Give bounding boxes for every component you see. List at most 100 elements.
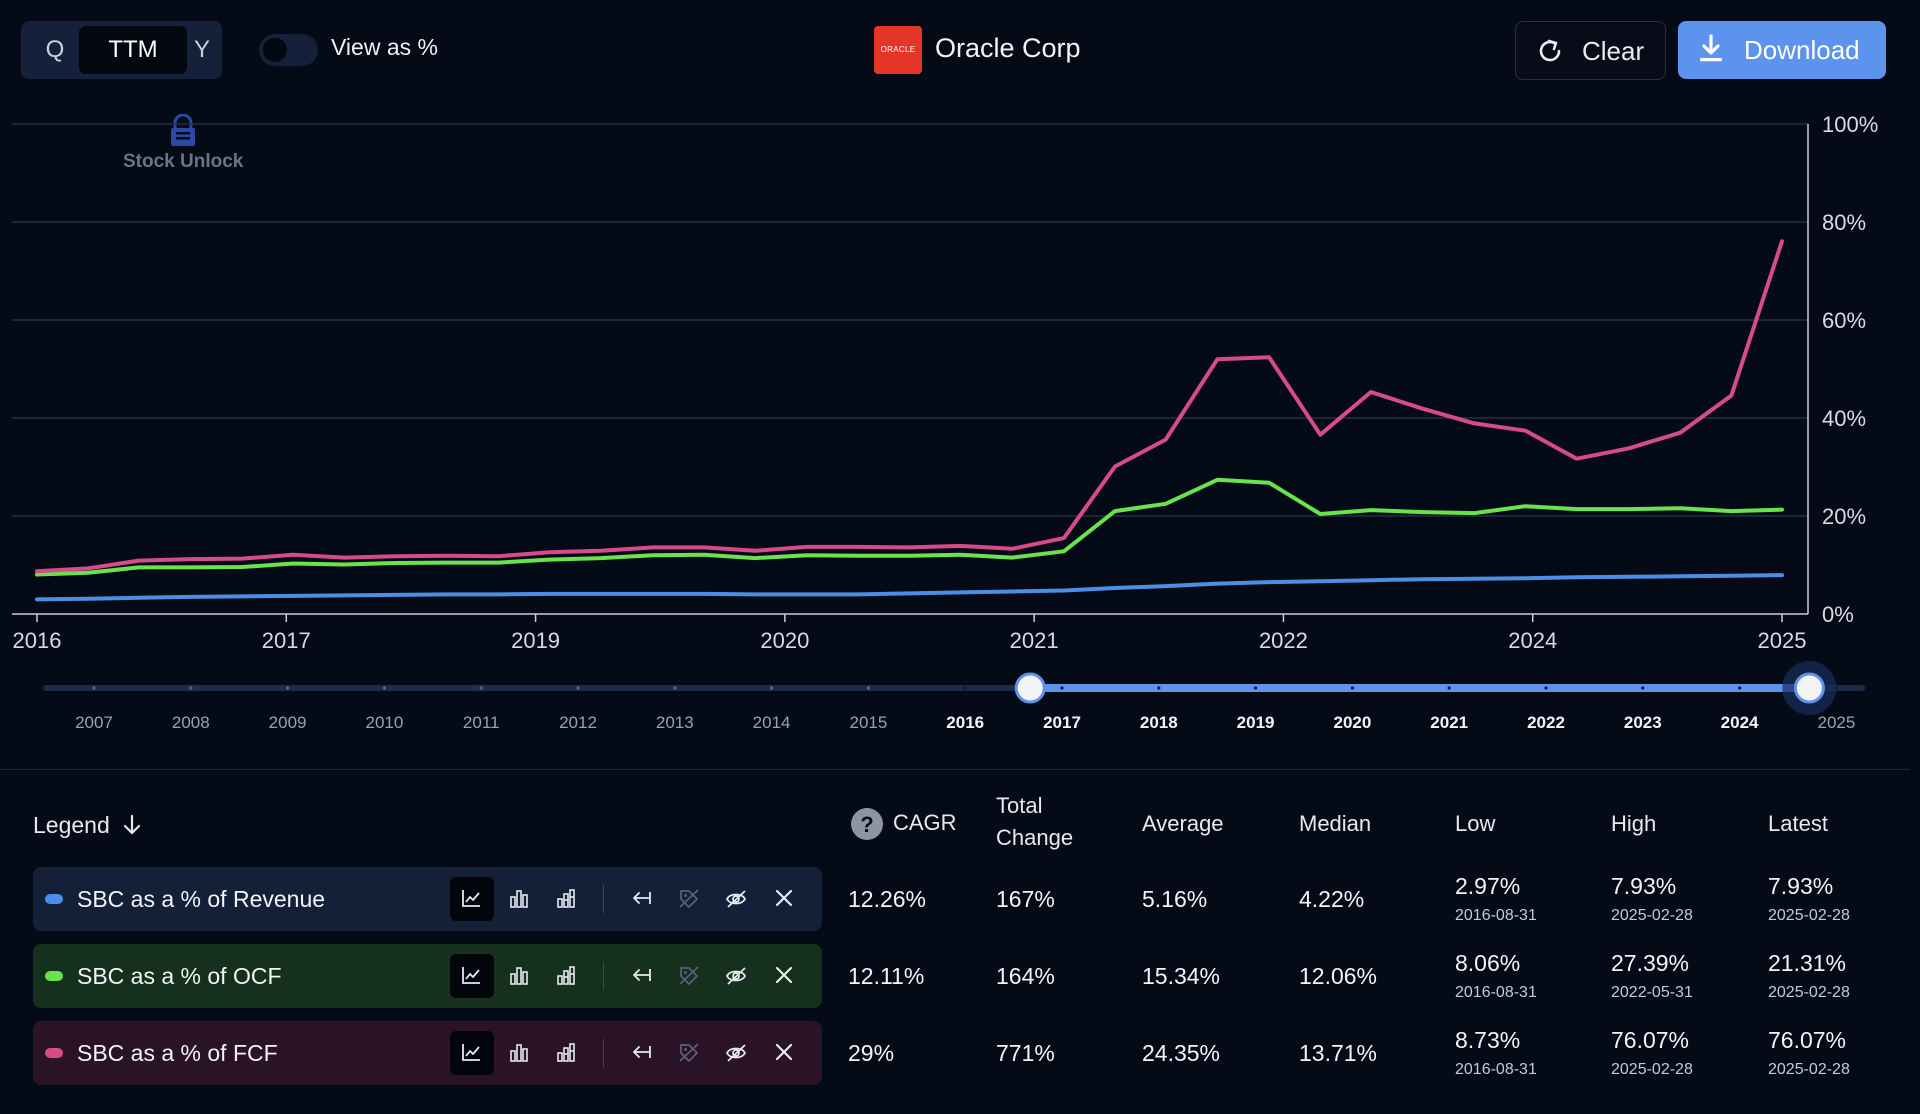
axis-left-button[interactable] [619,877,663,921]
line-chart-icon [462,1044,480,1061]
range-slider[interactable]: 2007 2008 2009 2010 2011 2012 2013 2014 2015 2016… [0,655,1920,735]
slider-tick [1738,686,1742,690]
legend-row[interactable]: SBC as a % of OCF [33,944,822,1008]
close-button[interactable] [763,877,807,921]
label-off-icon [679,889,699,908]
slider-tick [189,686,193,690]
series-name: SBC as a % of FCF [77,1040,278,1066]
x-tick-label: 2017 [262,628,311,653]
slider-year-label: 2023 [1624,713,1662,732]
slider-year-label: 2021 [1430,713,1468,732]
cell-low: 8.73% [1455,1027,1521,1053]
cell-low-date: 2016-08-31 [1455,907,1537,924]
cell-low: 2.97% [1455,873,1521,899]
col-header-high: High [1611,811,1657,836]
eye-off-icon [725,1044,747,1062]
line-chart-icon [462,890,480,907]
period-selector: Q TTM Y [21,21,222,79]
slider-tick [1350,686,1354,690]
cell-median: 12.06% [1299,963,1378,989]
stacked-bar-button[interactable] [545,1031,589,1075]
slider-year-label: 2019 [1237,713,1275,732]
col-header-cagr: CAGR [893,810,957,835]
stacked-bar-icon [557,889,575,908]
y-tick-label: 40% [1822,406,1866,431]
bar-chart-button[interactable] [497,954,541,998]
download-icon [1700,34,1722,62]
slider-year-label: 2007 [75,713,113,732]
slider-year-label: 2010 [365,713,403,732]
close-button[interactable] [763,1031,807,1075]
legend-row[interactable]: SBC as a % of FCF [33,1021,822,1085]
bar-chart-button[interactable] [497,1031,541,1075]
x-tick-label: 2019 [511,628,560,653]
eye-off-button[interactable] [715,877,759,921]
eye-off-button[interactable] [715,1031,759,1075]
bar-chart-icon [510,967,528,985]
close-icon [775,966,793,984]
slider-tick [382,686,386,690]
clear-button[interactable]: Clear [1515,21,1666,80]
slider-tick [770,686,774,690]
slider-tick [1254,686,1258,690]
cell-average: 24.35% [1142,1040,1221,1066]
col-header-latest: Latest [1768,811,1828,836]
cell-latest: 21.31% [1768,950,1847,976]
x-tick-label: 2022 [1259,628,1308,653]
series-line-sbc-as-a-of-revenue[interactable] [35,573,1784,602]
series-line-sbc-as-a-of-fcf[interactable] [35,239,1784,574]
slider-year-label: 2015 [849,713,887,732]
period-option-q[interactable]: Q [45,36,65,63]
cell-high-date: 2025-02-28 [1611,1061,1693,1078]
line-chart-button[interactable] [450,954,494,998]
close-icon [775,889,793,907]
x-tick-label: 2024 [1508,628,1557,653]
series-line-sbc-as-a-of-ocf[interactable] [35,477,1784,577]
company-logo: ORACLE [874,26,922,74]
cell-high-date: 2022-05-31 [1611,984,1693,1001]
slider-year-label: 2024 [1721,713,1759,732]
eye-off-button[interactable] [715,954,759,998]
cell-total-change: 164% [996,963,1055,989]
slider-year-label: 2020 [1333,713,1371,732]
line-chart-button[interactable] [450,1031,494,1075]
label-off-button[interactable] [667,954,711,998]
line-chart-button[interactable] [450,877,494,921]
help-icon[interactable]: ? [850,807,884,841]
cell-total-change: 167% [996,886,1055,912]
cell-median: 4.22% [1299,886,1365,912]
download-button[interactable]: Download [1678,21,1886,79]
axis-left-button[interactable] [619,1031,663,1075]
label-off-button[interactable] [667,877,711,921]
slider-tick [576,686,580,690]
cell-average: 15.34% [1142,963,1221,989]
col-header-total-change: Total Change [996,793,1074,850]
y-tick-label: 0% [1822,602,1854,627]
stacked-bar-button[interactable] [545,954,589,998]
close-button[interactable] [763,954,807,998]
cell-low: 8.06% [1455,950,1521,976]
label-off-button[interactable] [667,1031,711,1075]
slider-tick [866,686,871,690]
download-label: Download [1744,35,1860,65]
legend-row[interactable]: SBC as a % of Revenue [33,867,822,931]
bar-chart-icon [510,890,528,908]
stacked-bar-button[interactable] [545,877,589,921]
divider [0,769,1910,770]
view-as-percent-toggle[interactable] [259,34,318,66]
cell-latest: 7.93% [1768,873,1834,899]
line-chart: 100% 80% 60% 40% 20% 0% 2016 2017 2019 2020 2021 2… [12,112,1878,653]
slider-year-label: 2013 [656,713,694,732]
period-option-y[interactable]: Y [193,36,210,63]
slider-tick [286,686,290,690]
slider-end-handle[interactable] [1793,672,1825,704]
bar-chart-icon [510,1044,528,1062]
slider-start-handle[interactable] [1014,672,1046,704]
slider-tick [1060,686,1064,690]
axis-left-button[interactable] [619,954,663,998]
period-option-ttm[interactable]: TTM [79,26,187,74]
stacked-bar-icon [557,966,575,985]
bar-chart-button[interactable] [497,877,541,921]
legend-sort-header[interactable]: Legend [33,812,142,839]
cell-low-date: 2016-08-31 [1455,984,1537,1001]
